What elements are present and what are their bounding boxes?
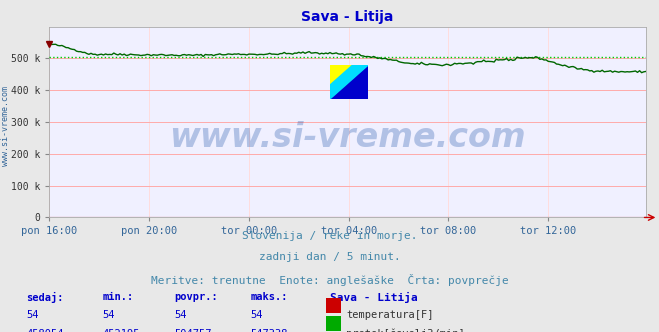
Polygon shape: [330, 65, 368, 99]
Text: zadnji dan / 5 minut.: zadnji dan / 5 minut.: [258, 252, 401, 262]
Text: povpr.:: povpr.:: [175, 292, 218, 302]
Text: 54: 54: [250, 310, 263, 320]
Text: maks.:: maks.:: [250, 292, 288, 302]
Text: 547338: 547338: [250, 329, 288, 332]
Text: www.si-vreme.com: www.si-vreme.com: [1, 86, 10, 166]
Text: 54: 54: [102, 310, 115, 320]
Text: Sava - Litija: Sava - Litija: [330, 292, 417, 303]
Text: min.:: min.:: [102, 292, 133, 302]
Text: sedaj:: sedaj:: [26, 292, 64, 303]
Text: 458054: 458054: [26, 329, 64, 332]
Text: 504757: 504757: [175, 329, 212, 332]
Text: 452195: 452195: [102, 329, 140, 332]
Text: pretok[čevelj3/min]: pretok[čevelj3/min]: [346, 329, 465, 332]
Text: www.si-vreme.com: www.si-vreme.com: [169, 121, 526, 154]
Title: Sava - Litija: Sava - Litija: [301, 10, 394, 24]
Text: 54: 54: [26, 310, 39, 320]
Text: 54: 54: [175, 310, 187, 320]
Polygon shape: [330, 65, 368, 99]
Text: Slovenija / reke in morje.: Slovenija / reke in morje.: [242, 231, 417, 241]
Polygon shape: [330, 65, 368, 99]
Text: Meritve: trenutne  Enote: anglešaške  Črta: povprečje: Meritve: trenutne Enote: anglešaške Črta…: [151, 274, 508, 286]
Text: temperatura[F]: temperatura[F]: [346, 310, 434, 320]
